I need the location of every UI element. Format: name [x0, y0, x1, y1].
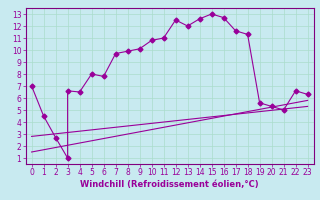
X-axis label: Windchill (Refroidissement éolien,°C): Windchill (Refroidissement éolien,°C): [80, 180, 259, 189]
